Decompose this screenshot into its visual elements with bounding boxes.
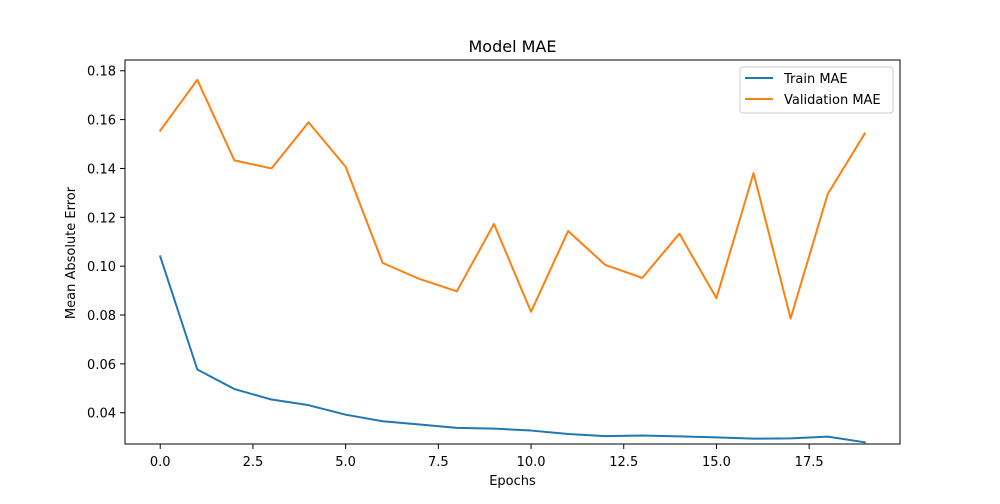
axes-frame	[124, 59, 901, 445]
y-tick-label: 0.04	[87, 407, 116, 422]
legend-label-2: Validation MAE	[784, 93, 881, 108]
x-tick-label: 0.0	[150, 455, 171, 470]
legend-label-1: Train MAE	[783, 72, 848, 87]
x-axis-label: Epochs	[489, 474, 536, 489]
x-tick-label: 2.5	[243, 455, 264, 470]
y-tick-label: 0.10	[87, 260, 116, 275]
x-tick-label: 17.5	[795, 455, 824, 470]
plot-area	[124, 59, 901, 445]
x-tick-label: 12.5	[609, 455, 638, 470]
x-tick-label: 15.0	[702, 455, 731, 470]
axis-ticks: 0.0 2.5 5.0 7.5 10.0 12.5 15.0 17.5 0.04 0.06 0.08…	[87, 65, 824, 470]
chart-title: Model MAE	[469, 37, 557, 56]
y-tick-label: 0.18	[87, 65, 116, 80]
legend-box	[739, 66, 894, 114]
x-tick-label: 5.0	[335, 455, 356, 470]
y-tick-label: 0.06	[87, 358, 116, 373]
x-tick-label: 10.0	[517, 455, 546, 470]
series-line-2	[158, 78, 867, 320]
y-tick-label: 0.08	[87, 309, 116, 324]
series-line-1	[158, 255, 866, 444]
y-axis-label: Mean Absolute Error	[64, 186, 79, 319]
legend: Train MAE Validation MAE	[739, 66, 894, 114]
x-tick-label: 7.5	[428, 455, 449, 470]
y-tick-label: 0.16	[87, 114, 116, 129]
y-tick-label: 0.14	[87, 162, 116, 177]
y-tick-label: 0.12	[87, 211, 116, 226]
